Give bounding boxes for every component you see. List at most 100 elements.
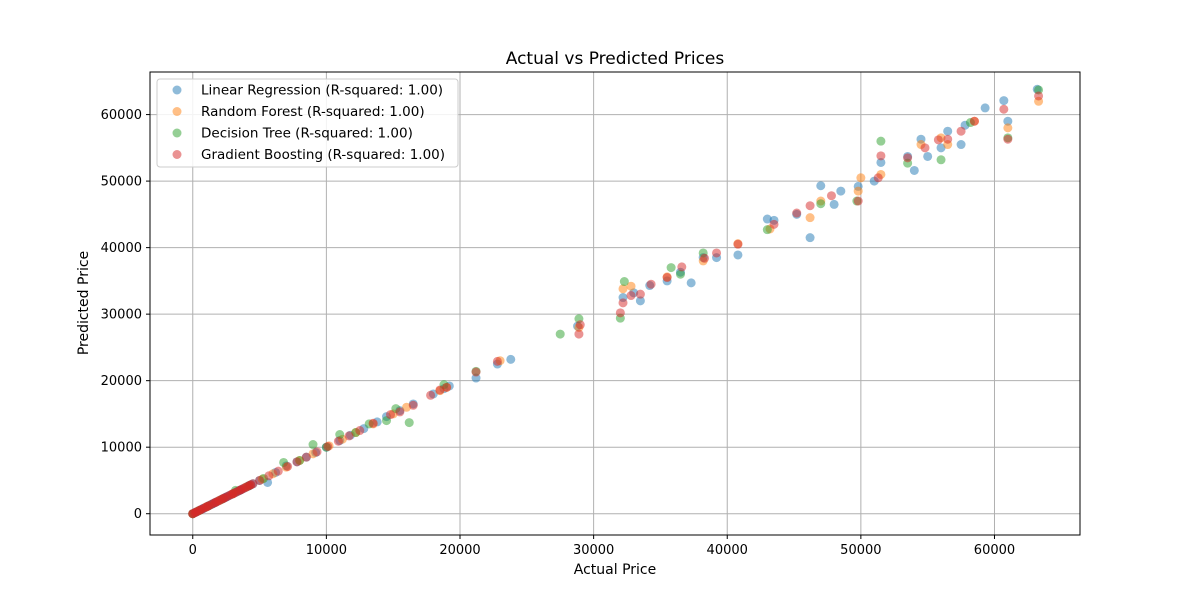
data-point	[712, 248, 722, 258]
data-point	[969, 116, 979, 126]
y-axis-title: Predicted Price	[76, 251, 92, 355]
data-points	[188, 84, 1044, 519]
data-point	[248, 479, 258, 489]
data-point	[876, 157, 886, 167]
data-point	[733, 239, 743, 249]
data-point	[646, 279, 656, 289]
legend-label: Random Forest (R-squared: 1.00)	[201, 104, 425, 120]
data-point	[856, 173, 866, 183]
data-point	[618, 284, 628, 294]
x-tick-label: 40000	[707, 543, 748, 558]
data-point	[999, 96, 1009, 106]
data-point	[762, 214, 772, 224]
x-tick-label: 60000	[974, 543, 1015, 558]
data-point	[686, 278, 696, 288]
data-point	[769, 219, 779, 229]
data-point	[933, 135, 943, 145]
data-point	[936, 143, 946, 153]
data-point	[333, 436, 343, 446]
chart-title: Actual vs Predicted Prices	[506, 49, 725, 69]
y-tick-label: 60000	[101, 108, 142, 123]
y-tick-label: 20000	[101, 374, 142, 389]
data-point	[956, 140, 966, 150]
data-point	[836, 186, 846, 196]
data-point	[312, 447, 322, 457]
data-point	[923, 151, 933, 161]
data-point	[805, 233, 815, 243]
series-4	[188, 91, 1044, 519]
y-tick-label: 40000	[101, 241, 142, 256]
data-point	[792, 208, 802, 218]
data-point	[283, 461, 293, 471]
legend: Linear Regression (R-squared: 1.00) Rando…	[156, 78, 459, 168]
x-axis-title: Actual Price	[574, 562, 656, 578]
x-tick-label: 10000	[306, 543, 347, 558]
data-point	[395, 407, 405, 417]
data-point	[355, 426, 365, 436]
data-point	[264, 471, 274, 481]
grid-lines	[150, 72, 1080, 535]
data-point	[615, 308, 625, 318]
data-point	[635, 296, 645, 306]
x-tick-label: 0	[189, 543, 197, 558]
legend-marker	[172, 107, 182, 116]
data-point	[555, 329, 565, 339]
data-point	[733, 250, 743, 260]
data-point	[1003, 116, 1013, 126]
data-point	[273, 466, 283, 476]
data-point	[506, 354, 516, 364]
data-point	[956, 126, 966, 136]
data-point	[999, 104, 1009, 114]
data-point	[980, 103, 990, 113]
legend-marker	[172, 150, 182, 159]
data-point	[943, 134, 953, 144]
data-point	[805, 201, 815, 211]
data-point	[404, 418, 414, 428]
data-point	[816, 199, 826, 209]
data-point	[574, 329, 584, 339]
data-point	[662, 273, 672, 283]
data-point	[675, 269, 685, 279]
data-point	[619, 277, 629, 287]
data-point	[408, 400, 418, 410]
data-point	[301, 452, 311, 462]
data-point	[805, 213, 815, 223]
data-point	[853, 186, 863, 196]
x-tick-label: 20000	[439, 543, 480, 558]
data-point	[903, 153, 913, 163]
data-point	[1003, 123, 1013, 133]
data-point	[1034, 91, 1044, 101]
data-point	[344, 431, 354, 441]
data-point	[442, 382, 452, 392]
x-axis-ticks: 0 10000 20000 30000 40000 50000 60000	[189, 535, 1015, 558]
data-point	[255, 475, 265, 485]
x-tick-label: 30000	[573, 543, 614, 558]
data-point	[575, 320, 585, 330]
data-point	[873, 173, 883, 183]
legend-label: Gradient Boosting (R-squared: 1.00)	[201, 147, 445, 163]
data-point	[936, 155, 946, 165]
legend-marker	[172, 85, 182, 95]
data-point	[635, 289, 645, 299]
data-point	[292, 457, 302, 467]
y-tick-label: 30000	[101, 308, 142, 323]
data-point	[426, 390, 436, 400]
data-point	[876, 151, 886, 161]
data-point	[909, 165, 919, 175]
data-point	[853, 196, 863, 206]
y-tick-label: 50000	[101, 175, 142, 190]
data-point	[700, 253, 710, 263]
plot-frame	[149, 71, 1081, 536]
legend-marker	[172, 128, 182, 138]
data-point	[626, 281, 636, 291]
data-point	[471, 367, 481, 377]
data-point	[492, 356, 502, 366]
data-point	[308, 440, 318, 450]
data-point	[876, 136, 886, 146]
data-point	[626, 291, 636, 301]
data-point	[826, 191, 836, 201]
legend-label: Linear Regression (R-squared: 1.00)	[201, 83, 443, 99]
data-point	[762, 225, 772, 235]
data-point	[677, 262, 687, 272]
data-point	[618, 298, 628, 308]
